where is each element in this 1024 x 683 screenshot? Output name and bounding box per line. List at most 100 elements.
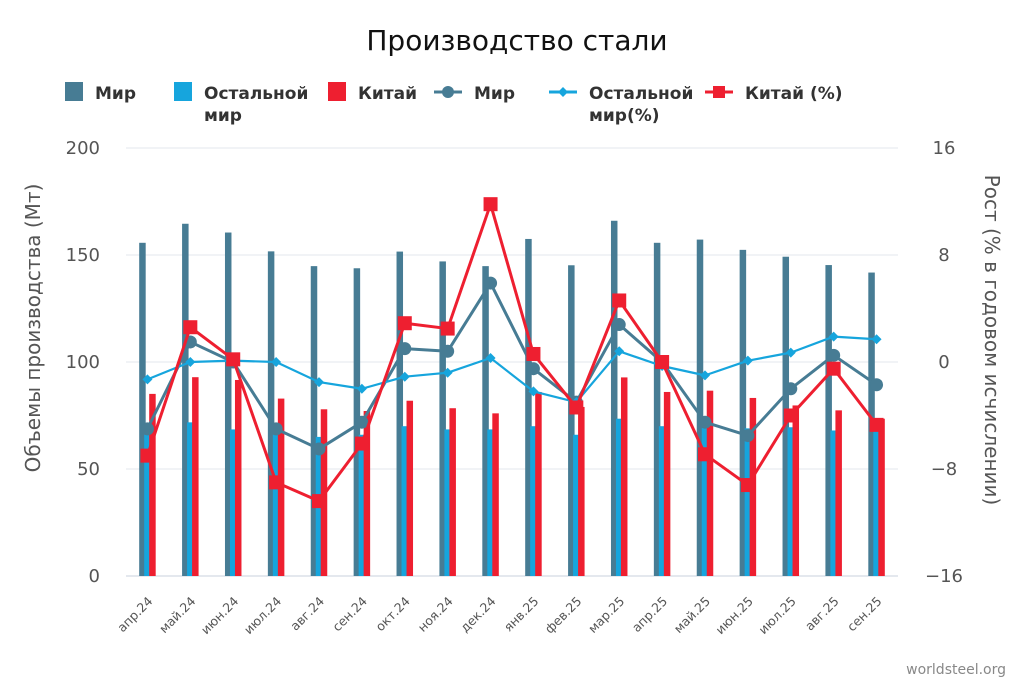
left-tick-label: 200: [66, 138, 100, 159]
legend-item: Мир: [434, 84, 515, 104]
marker-square: [869, 417, 884, 432]
marker-circle: [140, 422, 154, 436]
marker-square: [783, 408, 798, 423]
bar-world: [568, 265, 575, 576]
marker-diamond: [442, 367, 453, 378]
bar-rest-of-world: [573, 434, 580, 576]
category-label: июн.24: [198, 593, 242, 637]
right-tick-label: 16: [933, 138, 956, 159]
marker-diamond: [614, 346, 625, 357]
legend-label: Остальной: [204, 84, 308, 104]
marker-circle: [484, 276, 498, 290]
marker-square: [312, 494, 326, 509]
marker-diamond: [742, 355, 753, 366]
category-label: авг.25: [802, 594, 842, 634]
bar-china: [449, 408, 456, 576]
category-label: авг.24: [287, 593, 327, 633]
marker-circle: [269, 422, 283, 436]
marker-square: [826, 361, 841, 376]
bar-rest-of-world: [144, 424, 151, 576]
marker-circle: [827, 348, 841, 362]
bar-rest-of-world: [787, 427, 795, 576]
category-label: апр.24: [114, 593, 156, 635]
category-label: янв.25: [501, 594, 542, 635]
category-label: дек.24: [457, 593, 499, 635]
bar-world: [610, 220, 618, 576]
legend-label: Китай (%): [745, 84, 843, 104]
marker-diamond: [356, 383, 367, 394]
bar-china: [406, 400, 414, 576]
right-tick-label: 0: [938, 352, 949, 373]
right-axis-ticks: −16 −8 0 8 16: [925, 138, 963, 587]
marker-diamond: [399, 371, 410, 382]
line-circle: [146, 281, 878, 451]
marker-square: [354, 436, 369, 451]
marker-circle: [398, 342, 412, 356]
bar-rest-of-world: [229, 429, 237, 576]
category-label: фев.25: [542, 594, 585, 637]
bar-china: [706, 390, 714, 576]
marker-square: [440, 321, 455, 336]
marker-diamond: [528, 386, 539, 397]
legend-swatch: [174, 82, 192, 101]
marker-square: [183, 320, 198, 335]
marker-square: [226, 352, 241, 367]
bar-china: [363, 411, 371, 576]
bar-rest-of-world: [701, 426, 709, 576]
legend-label: Мир: [95, 84, 136, 104]
source-credit: worldsteel.org: [906, 662, 1006, 678]
marker-diamond: [785, 347, 796, 358]
bar-china: [149, 393, 156, 576]
legend-item: Китай: [328, 82, 417, 104]
category-label: мар.25: [585, 594, 627, 636]
marker-diamond: [142, 374, 153, 385]
legend-label: Остальной: [589, 84, 693, 104]
bar-china: [663, 391, 671, 576]
category-label: апр.25: [629, 594, 670, 635]
marker-circle: [741, 429, 755, 443]
line-diamond: [147, 335, 877, 404]
bar-china: [578, 406, 585, 576]
marker-circle: [526, 362, 540, 376]
bar-world: [653, 242, 661, 577]
bar-rest-of-world: [744, 428, 752, 576]
marker-circle: [612, 318, 626, 332]
right-tick-label: −8: [931, 459, 958, 480]
marker-diamond: [700, 370, 710, 381]
bar-rest-of-world: [444, 429, 451, 576]
legend-label: Китай: [358, 84, 417, 104]
legend-swatch: [328, 82, 346, 101]
bar-rest-of-world: [615, 418, 623, 576]
bar-china: [492, 413, 499, 576]
bar-world: [439, 261, 446, 576]
marker-circle: [312, 442, 326, 456]
bar-rest-of-world: [658, 426, 666, 576]
category-label: июл.24: [241, 593, 285, 637]
line-series: [140, 197, 884, 509]
legend-swatch: [65, 82, 83, 101]
bar-rest-of-world: [530, 426, 537, 576]
category-label: май.25: [671, 594, 713, 636]
marker-square: [655, 355, 670, 369]
category-label: сен.25: [844, 594, 885, 635]
marker-circle: [870, 378, 884, 392]
bar-rest-of-world: [873, 430, 880, 576]
left-axis-title: Объемы производства (Мт): [21, 184, 45, 473]
category-labels: апр.24 май.24 июн.24 июл.24 авг.24 сен.24 окт.…: [114, 593, 885, 637]
category-label: окт.24: [372, 593, 413, 634]
legend-label-line2: мир(%): [589, 106, 660, 126]
marker-diamond: [185, 357, 196, 367]
marker-square: [740, 478, 755, 493]
marker-diamond: [871, 334, 882, 345]
left-tick-label: 150: [66, 245, 100, 266]
bar-world: [139, 242, 146, 577]
marker-circle: [355, 415, 369, 429]
marker-square: [698, 447, 712, 462]
left-tick-label: 0: [89, 566, 100, 587]
legend-item: Китай (%): [705, 84, 843, 104]
legend-label-line2: мир: [204, 106, 242, 126]
marker-square: [140, 448, 155, 463]
right-axis-title: Рост (% в годовом исчислении): [980, 175, 1004, 506]
marker-square: [526, 346, 541, 361]
